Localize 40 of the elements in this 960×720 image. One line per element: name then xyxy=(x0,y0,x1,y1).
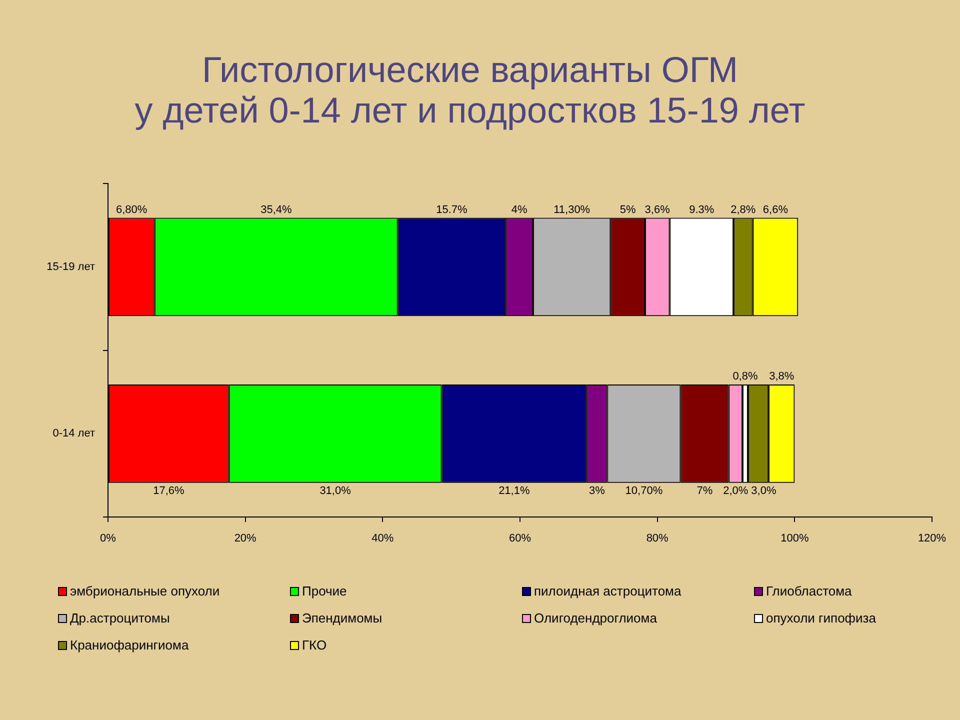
x-tick-label: 0% xyxy=(100,532,116,545)
data-label: 31,0% xyxy=(320,484,352,497)
data-label: 15.7% xyxy=(436,204,468,216)
x-tick-label: 100% xyxy=(780,532,809,545)
data-label: 35,4% xyxy=(260,204,292,216)
data-label: 2,0% xyxy=(723,484,748,497)
x-tick-label: 40% xyxy=(372,532,394,545)
data-label: 3,6% xyxy=(644,204,670,216)
data-label: 7% xyxy=(696,484,713,497)
legend-label: опухоли гипофиза xyxy=(766,610,877,626)
y-tick-label: 15-19 лет xyxy=(46,261,95,274)
legend-label: Глиобластома xyxy=(766,584,853,599)
legend-label: эмбриональные опухоли xyxy=(70,584,220,599)
legend-label: Прочие xyxy=(302,584,347,599)
chart-title: Гистологические варианты ОГМ у детей 0-14 лет и подростков 15-19 лет xyxy=(134,49,806,130)
data-label: 2,8% xyxy=(730,204,756,216)
data-label: 21,1% xyxy=(498,484,530,497)
legend-label: Олигодендроглиома xyxy=(534,610,658,626)
data-label: 0,8% xyxy=(732,370,758,383)
x-tick-label: 120% xyxy=(918,532,946,545)
data-label: 11,30% xyxy=(554,204,590,216)
data-label: 6,80% xyxy=(116,204,148,216)
data-label: 3,8% xyxy=(769,370,794,383)
legend-label: Др.астроцитомы xyxy=(70,610,170,626)
x-tick-label: 60% xyxy=(508,532,532,545)
data-label: 3% xyxy=(588,484,606,497)
data-label: 10,70% xyxy=(625,484,663,497)
x-tick-label: 20% xyxy=(234,532,257,545)
legend-label: Краниофарингиома xyxy=(70,638,190,653)
data-label: 6,6% xyxy=(762,204,788,216)
legend-label: Эпендимомы xyxy=(302,610,382,626)
legend-label: ГКО xyxy=(302,638,327,653)
data-label: 17,6% xyxy=(153,484,184,497)
data-label: 5% xyxy=(620,204,636,216)
x-tick-label: 80% xyxy=(646,532,669,545)
legend-label: пилоидная астроцитома xyxy=(534,584,682,599)
data-label: 4% xyxy=(511,204,528,216)
data-label: 9.3% xyxy=(689,204,714,216)
y-tick-label: 0-14 лет xyxy=(52,428,95,440)
data-label: 3,0% xyxy=(751,484,776,497)
